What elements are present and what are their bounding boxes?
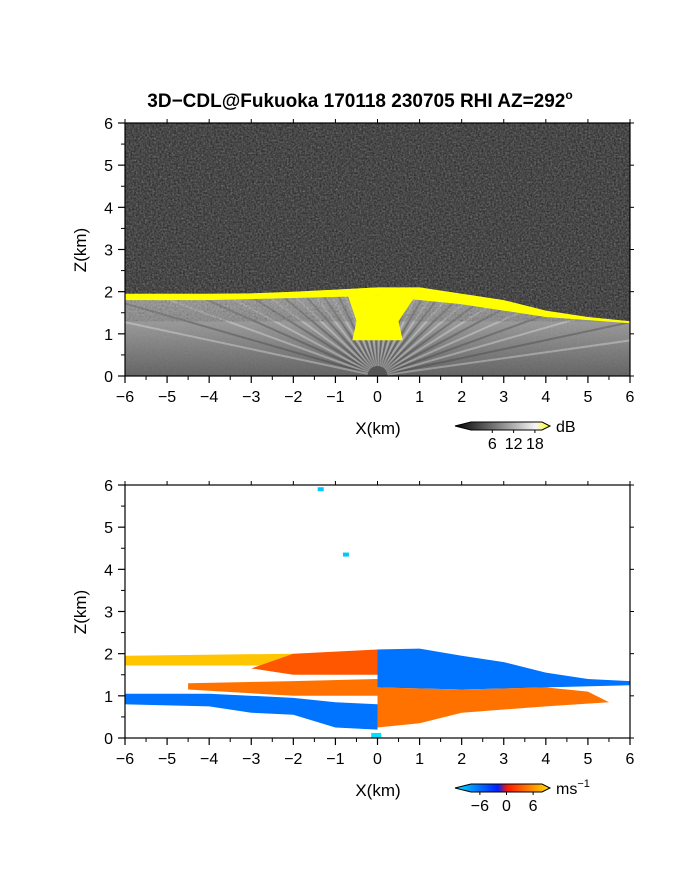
velocity-y-tick-label: 3 <box>104 605 113 622</box>
snr-beam-ray <box>125 321 378 376</box>
velocity-colorbar-bar <box>454 783 552 793</box>
snr-free-troposphere-noise <box>125 123 630 322</box>
snr-colorbar-bar <box>454 421 552 431</box>
velocity-x-tick-label: −1 <box>326 751 344 768</box>
velocity-colorbar-unit: ms−1 <box>556 778 590 798</box>
snr-plot-area <box>125 123 630 376</box>
snr-colorbar: 6 12 18 dB <box>454 419 576 453</box>
velocity-y-tick-label: 0 <box>104 731 113 748</box>
velocity-colorbar-tick-label: −6 <box>471 798 489 815</box>
velocity-x-tick-label: 6 <box>626 751 635 768</box>
velocity-x-tick-label: −5 <box>158 751 176 768</box>
snr-y-tick-label: 6 <box>104 116 113 133</box>
snr-lidar-origin <box>367 366 388 376</box>
snr-y-tick-label: 0 <box>104 369 113 386</box>
snr-y-tick-label: 2 <box>104 285 113 302</box>
velocity-panel: −6 −5 −4 −3 −2 −1 0 1 2 3 4 5 6 0 1 2 3 4 5 6 X(km) Z(km) −… <box>71 478 635 815</box>
velocity-x-tick-label: −3 <box>242 751 260 768</box>
velocity-region <box>377 687 609 728</box>
velocity-x-tick-label: −4 <box>200 751 218 768</box>
velocity-origin-marker <box>371 732 382 738</box>
velocity-point <box>342 552 349 557</box>
velocity-y-tick-label: 6 <box>104 478 113 495</box>
snr-y-tick-label: 5 <box>104 158 113 175</box>
snr-y-tick-label: 3 <box>104 243 113 260</box>
snr-high-plume <box>348 295 416 341</box>
velocity-x-tick-label: 5 <box>583 751 592 768</box>
snr-x-tick-label: −3 <box>242 389 260 406</box>
velocity-x-tick-label: −2 <box>284 751 302 768</box>
velocity-x-tick-label: −6 <box>116 751 134 768</box>
snr-axes: −6 −5 −4 −3 −2 −1 0 1 2 3 4 5 6 0 1 2 3 4 5 6 <box>104 116 634 406</box>
velocity-region <box>125 653 294 666</box>
velocity-y-tick-label: 4 <box>104 562 113 579</box>
snr-beam-ray <box>377 321 630 376</box>
velocity-plot-area <box>125 485 630 738</box>
snr-y-tick-label: 4 <box>104 200 113 217</box>
velocity-region <box>188 679 378 696</box>
snr-x-tick-label: 5 <box>583 389 592 406</box>
velocity-y-tick-label: 5 <box>104 520 113 537</box>
velocity-y-tick-label: 2 <box>104 647 113 664</box>
velocity-region <box>251 649 378 675</box>
snr-beam-ray <box>377 339 630 376</box>
velocity-x-tick-label: 2 <box>457 751 466 768</box>
velocity-x-axis-label: X(km) <box>355 781 400 800</box>
snr-x-tick-label: 4 <box>541 389 550 406</box>
velocity-x-tick-label: 4 <box>541 751 550 768</box>
snr-x-tick-label: 0 <box>373 389 382 406</box>
velocity-x-tick-label: 3 <box>499 751 508 768</box>
velocity-colorbar-tick-label: 0 <box>502 798 511 815</box>
snr-colorbar-tick-label: 18 <box>526 436 544 453</box>
snr-x-tick-label: 3 <box>499 389 508 406</box>
snr-x-tick-label: −6 <box>116 389 134 406</box>
figure-title: 3D−CDL@Fukuoka 170118 230705 RHI AZ=292o <box>147 88 572 112</box>
snr-beam-ray <box>125 302 378 376</box>
snr-x-tick-label: −2 <box>284 389 302 406</box>
snr-x-tick-label: 1 <box>415 389 424 406</box>
velocity-x-tick-label: 1 <box>415 751 424 768</box>
velocity-y-tick-label: 1 <box>104 689 113 706</box>
velocity-region <box>125 693 378 730</box>
velocity-point <box>317 487 324 492</box>
snr-x-tick-label: −5 <box>158 389 176 406</box>
snr-colorbar-tick-label: 12 <box>505 436 523 453</box>
snr-x-tick-label: −1 <box>326 389 344 406</box>
snr-colorbar-tick-label: 6 <box>488 436 497 453</box>
velocity-colorbar: −6 0 6 ms−1 <box>454 778 590 815</box>
velocity-region <box>377 648 630 690</box>
snr-colorbar-unit: dB <box>556 419 576 436</box>
velocity-y-axis-label: Z(km) <box>71 590 90 634</box>
snr-x-tick-label: −4 <box>200 389 218 406</box>
snr-x-tick-label: 2 <box>457 389 466 406</box>
velocity-x-tick-label: 0 <box>373 751 382 768</box>
snr-y-tick-label: 1 <box>104 327 113 344</box>
snr-x-tick-label: 6 <box>626 389 635 406</box>
velocity-axes: −6 −5 −4 −3 −2 −1 0 1 2 3 4 5 6 0 1 2 3 4 5 6 <box>104 478 634 768</box>
velocity-colorbar-tick-label: 6 <box>529 798 538 815</box>
snr-y-axis-label: Z(km) <box>71 228 90 272</box>
snr-high-band <box>125 287 630 324</box>
snr-x-axis-label: X(km) <box>355 419 400 438</box>
